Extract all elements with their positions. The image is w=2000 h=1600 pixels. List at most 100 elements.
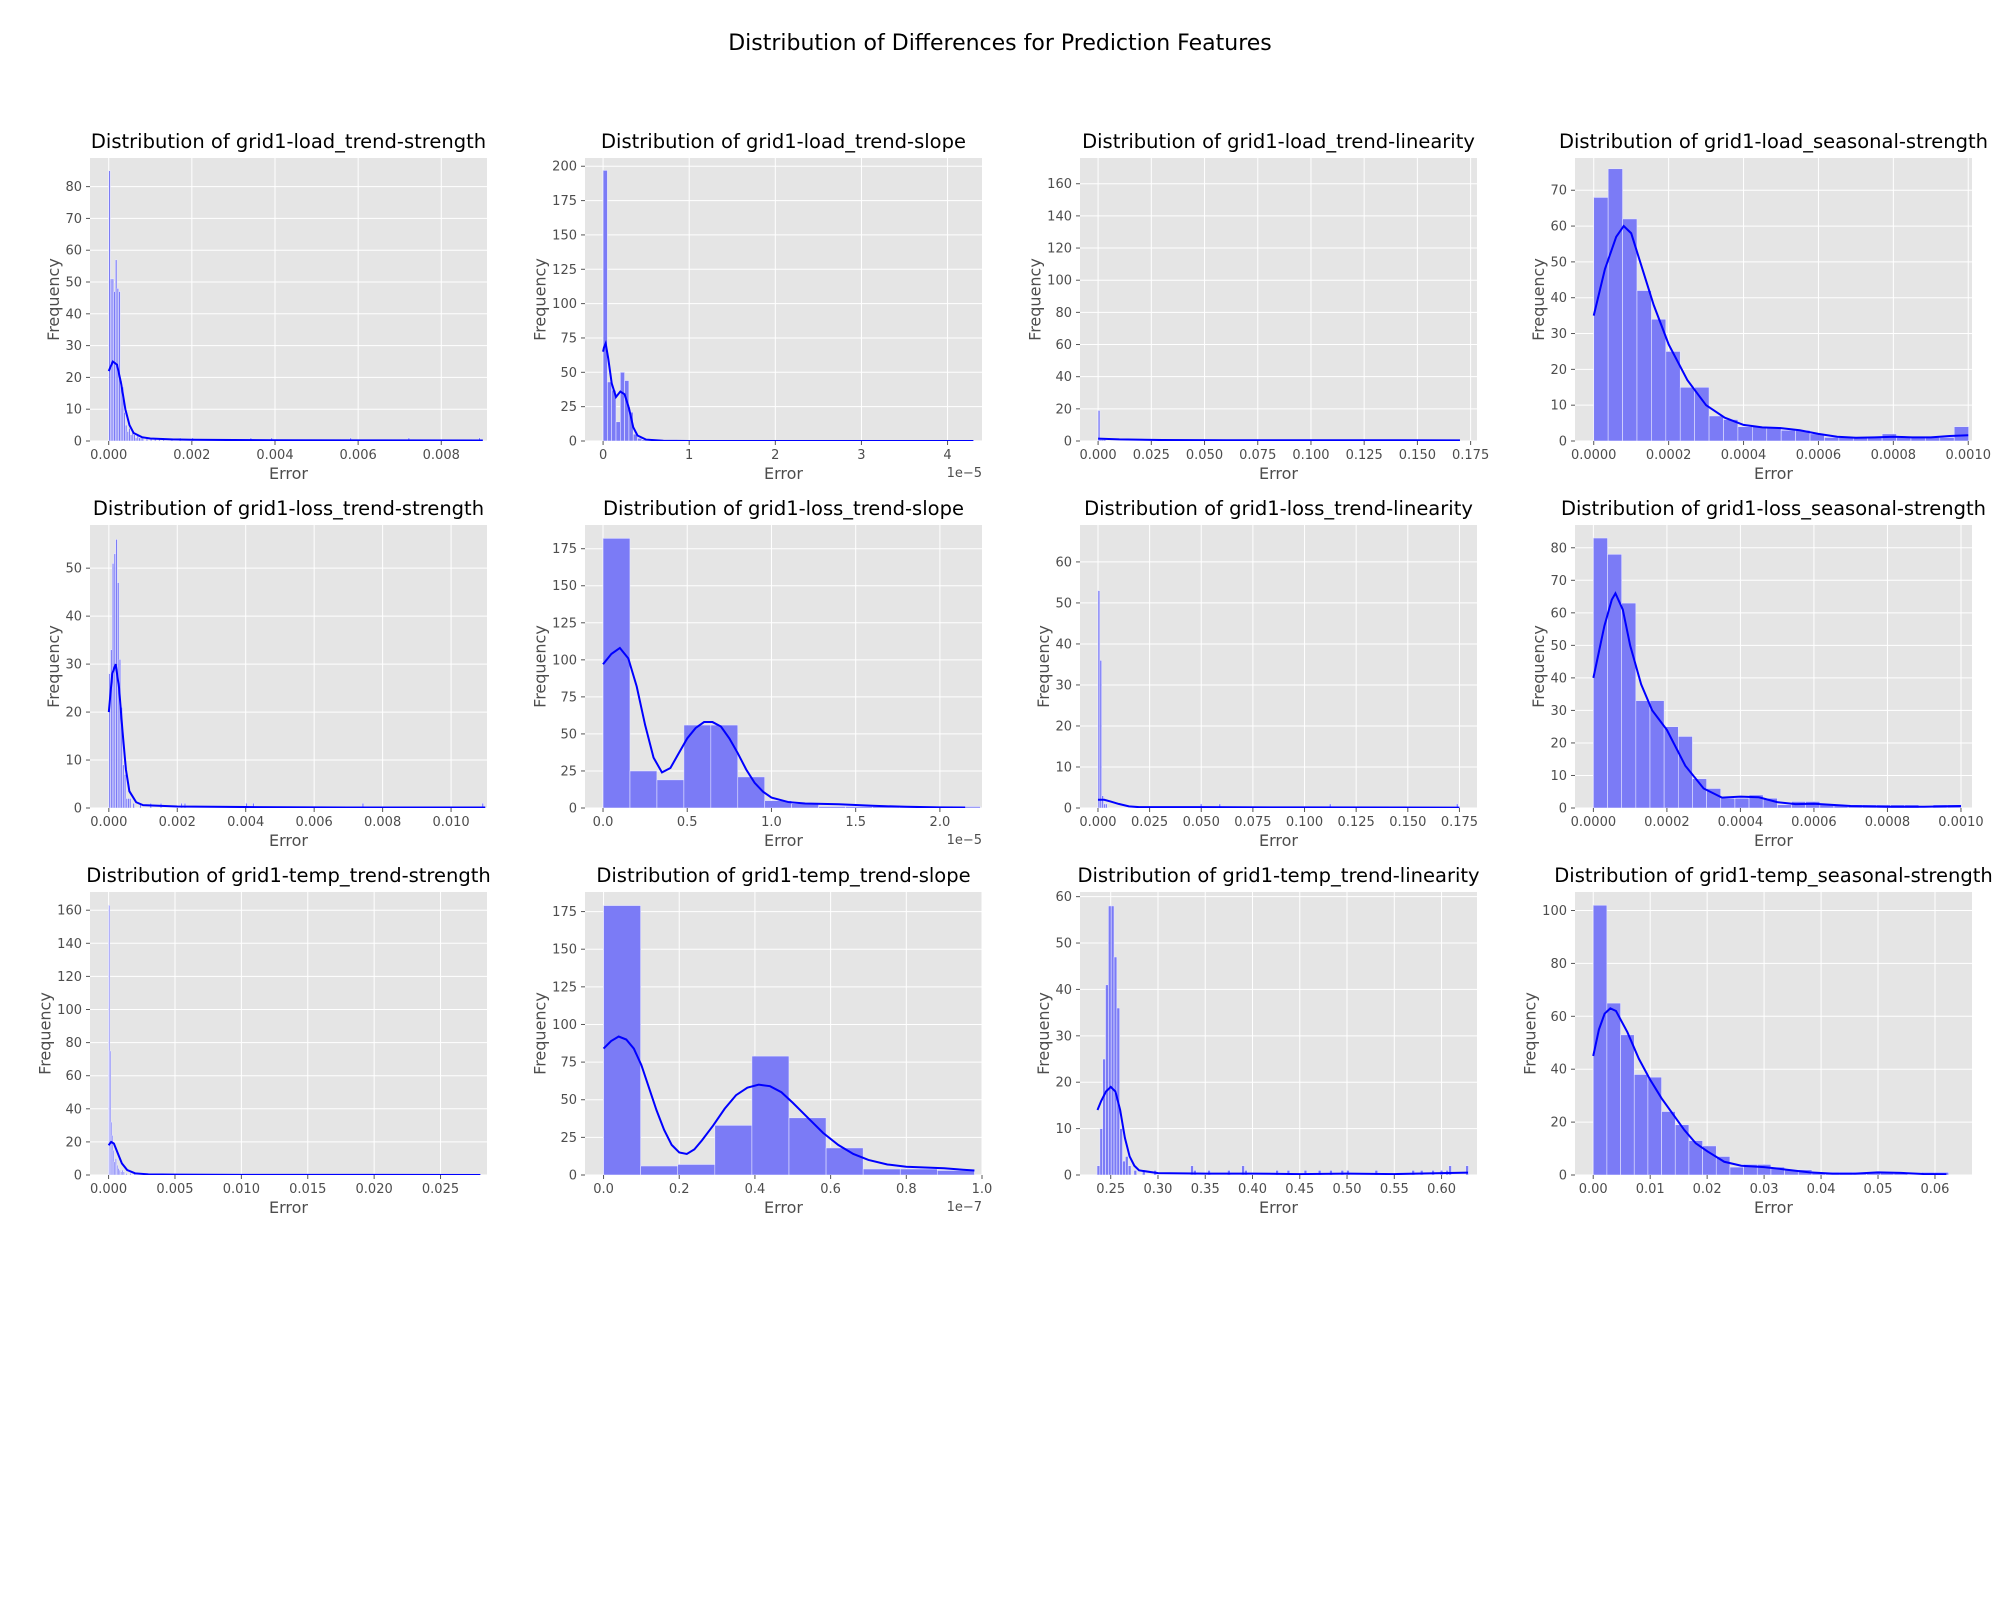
histogram-bar xyxy=(125,1173,128,1175)
histogram-bar xyxy=(1099,660,1102,808)
x-tick-label: 0.04 xyxy=(1807,1182,1836,1197)
y-tick-label: 40 xyxy=(1055,983,1072,998)
x-tick-label: 0.0008 xyxy=(1865,815,1911,830)
y-axis-label: Frequency xyxy=(1521,992,1540,1075)
y-tick-label: 80 xyxy=(1550,957,1567,972)
y-tick-label: 75 xyxy=(560,331,577,346)
x-tick-label: 0.40 xyxy=(1238,1182,1267,1197)
x-tick-label: 0.025 xyxy=(422,1182,459,1197)
histogram-bar xyxy=(132,802,135,808)
subplot-title: Distribution of grid1-temp_trend-slope xyxy=(596,864,970,887)
x-axis-label: Error xyxy=(269,464,308,483)
y-tick-label: 120 xyxy=(57,970,82,985)
x-tick-label: 0.005 xyxy=(156,1182,193,1197)
histogram-bar xyxy=(1777,804,1792,808)
x-tick-label: 0.2 xyxy=(669,1182,690,1197)
y-axis-label: Frequency xyxy=(1026,258,1045,341)
histogram-bar xyxy=(122,1171,125,1175)
histogram-bar xyxy=(1729,1166,1744,1175)
y-tick-label: 100 xyxy=(552,1018,577,1033)
x-tick-label: 0.0002 xyxy=(1646,448,1692,463)
y-tick-label: 60 xyxy=(1550,220,1567,235)
plot-marks xyxy=(1097,590,1460,808)
y-tick-label: 60 xyxy=(65,244,82,259)
histogram-bar xyxy=(1448,1165,1452,1175)
histogram-bar xyxy=(710,724,739,808)
y-axis-label: Frequency xyxy=(1034,992,1053,1075)
y-tick-label: 60 xyxy=(1055,338,1072,353)
y-tick-label: 0 xyxy=(74,1169,82,1184)
y-tick-label: 70 xyxy=(1550,574,1567,589)
histogram-bar xyxy=(629,770,658,808)
y-tick-label: 40 xyxy=(1550,1063,1567,1078)
histogram-bar xyxy=(1133,1170,1138,1175)
histogram-bar xyxy=(845,806,873,808)
histogram-bar xyxy=(602,538,631,808)
x-offset-label: 1e−5 xyxy=(947,466,982,481)
x-axis-label: Error xyxy=(269,831,308,850)
kde-line xyxy=(1096,1085,1469,1175)
y-tick-label: 150 xyxy=(552,943,577,958)
y-tick-label: 175 xyxy=(552,194,577,209)
y-tick-label: 100 xyxy=(57,1003,82,1018)
x-tick-label: 0.008 xyxy=(423,448,460,463)
histogram-bar xyxy=(1456,803,1459,808)
y-tick-label: 10 xyxy=(1550,399,1567,414)
histogram-bar xyxy=(1329,1170,1333,1175)
subplot-title: Distribution of grid1-temp_seasonal-stre… xyxy=(1554,864,1992,887)
histogram-panel: 0.000 0.025 0.050 0.075 0.100 0.125 0.150 0.175… xyxy=(1026,130,1490,483)
histogram-bar xyxy=(737,776,766,808)
y-tick-label: 20 xyxy=(65,706,82,721)
y-tick-label: 80 xyxy=(1550,541,1567,556)
y-tick-label: 120 xyxy=(1047,242,1072,257)
histogram-bar xyxy=(1647,1076,1662,1175)
histogram-panel: 0.0 0.2 0.4 0.6 0.8 1.0 0 25 50 75 100 125 150 175 1e−… xyxy=(531,864,993,1217)
x-tick-label: 0.0002 xyxy=(1644,815,1690,830)
histogram-bar xyxy=(1607,168,1623,441)
y-tick-label: 30 xyxy=(65,339,82,354)
x-tick-label: 0.0 xyxy=(593,1182,614,1197)
y-tick-label: 10 xyxy=(1055,1122,1072,1137)
histogram-bar xyxy=(632,433,638,441)
x-tick-label: 0.004 xyxy=(256,448,293,463)
histogram-bar xyxy=(108,904,111,1175)
kde-line xyxy=(107,359,483,441)
histogram-bar xyxy=(1752,426,1768,441)
kde-line xyxy=(107,663,486,808)
y-tick-label: 0 xyxy=(569,1169,577,1184)
x-axis-label: Error xyxy=(764,1198,803,1217)
y-tick-label: 40 xyxy=(65,1102,82,1117)
x-tick-label: 0.0008 xyxy=(1871,448,1917,463)
y-tick-label: 175 xyxy=(552,905,577,920)
x-tick-label: 0.050 xyxy=(1183,815,1220,830)
y-tick-label: 20 xyxy=(1055,719,1072,734)
histogram-bar xyxy=(1593,537,1608,808)
y-axis-label: Frequency xyxy=(1034,625,1053,708)
histogram-bar xyxy=(751,1055,790,1175)
histogram-bar xyxy=(118,291,121,441)
histogram-bar xyxy=(1286,1170,1291,1175)
x-tick-label: 0 xyxy=(599,448,607,463)
x-tick-label: 0.000 xyxy=(1079,815,1116,830)
histogram-bar xyxy=(1737,426,1753,441)
histogram-bar xyxy=(602,170,608,441)
plot-marks xyxy=(1096,905,1469,1175)
plot-marks xyxy=(602,538,981,808)
x-tick-label: 0.000 xyxy=(90,815,127,830)
histogram-bar xyxy=(1635,700,1651,808)
x-tick-label: 2.0 xyxy=(930,815,951,830)
y-tick-label: 30 xyxy=(65,658,82,673)
y-tick-label: 70 xyxy=(1550,184,1567,199)
y-axis-label: Frequency xyxy=(531,625,550,708)
subplot-title: Distribution of grid1-loss_trend-lineari… xyxy=(1084,497,1473,520)
histogram-bar xyxy=(1607,553,1622,808)
histogram-bar xyxy=(1606,1002,1621,1175)
plot-marks xyxy=(107,170,483,441)
histogram-bar xyxy=(1636,290,1652,441)
histogram-bar xyxy=(656,779,685,808)
histogram-bar xyxy=(899,1168,938,1175)
histogram-bar xyxy=(1097,410,1101,441)
x-axis-label: Error xyxy=(1754,831,1793,850)
histogram-bar xyxy=(1593,197,1609,441)
